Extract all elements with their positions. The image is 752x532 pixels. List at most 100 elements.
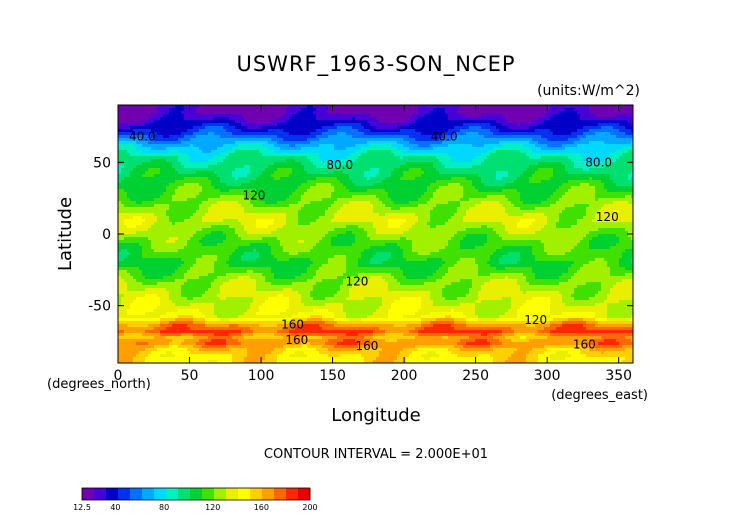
field-cell-3771 (595, 168, 599, 172)
field-cell-64 (310, 105, 314, 109)
field-cell-1321 (469, 126, 473, 130)
field-cell-3199 (427, 159, 431, 163)
field-cell-70 (328, 105, 332, 109)
field-cell-507 (607, 111, 611, 115)
field-cell-4654 (148, 186, 152, 190)
field-cell-2653 (337, 150, 341, 154)
field-cell-4714 (328, 186, 332, 190)
field-cell-617 (421, 114, 425, 118)
field-cell-4963 (559, 189, 563, 193)
field-cell-54 (280, 105, 284, 109)
field-cell-4920 (430, 189, 434, 193)
field-cell-4074 (472, 174, 476, 178)
field-cell-937 (349, 120, 353, 124)
field-cell-2223 (595, 141, 599, 145)
field-cell-448 (430, 111, 434, 115)
field-cell-4055 (415, 174, 419, 178)
field-cell-2398 (604, 144, 608, 148)
field-cell-2232 (622, 141, 626, 145)
field-cell-862 (124, 120, 128, 124)
field-cell-3335 (319, 162, 323, 166)
field-cell-4402 (424, 180, 428, 184)
field-cell-3357 (385, 162, 389, 166)
field-cell-1191 (595, 123, 599, 127)
field-cell-3515 (343, 165, 347, 169)
field-cell-4414 (460, 180, 464, 184)
field-cell-494 (568, 111, 572, 115)
field-cell-331 (595, 108, 599, 112)
field-cell-3615 (127, 168, 131, 172)
field-cell-2764 (154, 153, 158, 157)
field-cell-2685 (433, 150, 437, 154)
field-cell-2007 (463, 138, 467, 142)
field-cell-1188 (586, 123, 590, 127)
field-cell-3629 (169, 168, 173, 172)
field-cell-3070 (556, 156, 560, 160)
field-cell-3422 (580, 162, 584, 166)
field-cell-2857 (433, 153, 437, 157)
field-cell-4233 (433, 177, 437, 181)
field-cell-868 (142, 120, 146, 124)
field-cell-4850 (220, 189, 224, 193)
field-cell-4513 (241, 183, 245, 187)
field-cell-1953 (301, 138, 305, 142)
field-cell-1568 (178, 132, 182, 136)
field-cell-4238 (448, 177, 452, 181)
field-cell-675 (595, 114, 599, 118)
field-cell-3377 (445, 162, 449, 166)
field-cell-2495 (379, 147, 383, 151)
field-cell-4286 (592, 177, 596, 181)
field-cell-2804 (274, 153, 278, 157)
field-cell-4281 (577, 177, 581, 181)
field-cell-3564 (490, 165, 494, 169)
field-cell-454 (448, 111, 452, 115)
field-cell-145 (553, 105, 557, 109)
field-cell-788 (418, 117, 422, 121)
field-cell-1412 (226, 129, 230, 133)
field-cell-1495 (475, 129, 479, 133)
field-cell-2783 (211, 153, 215, 157)
field-cell-3989 (217, 174, 221, 178)
field-cell-1164 (514, 123, 518, 127)
field-cell-3872 (382, 171, 386, 175)
field-cell-895 (223, 120, 227, 124)
field-cell-609 (397, 114, 401, 118)
field-cell-3991 (223, 174, 227, 178)
field-cell-129 (505, 105, 509, 109)
field-cell-1989 (409, 138, 413, 142)
field-cell-1024 (610, 120, 614, 124)
field-cell-4672 (202, 186, 206, 190)
field-cell-2958 (220, 156, 224, 160)
field-cell-3888 (430, 171, 434, 175)
field-cell-1509 (517, 129, 521, 133)
field-cell-2639 (295, 150, 299, 154)
field-cell-55 (283, 105, 287, 109)
field-cell-3739 (499, 168, 503, 172)
field-cell-2280 (250, 144, 254, 148)
field-cell-1674 (496, 132, 500, 136)
field-cell-1848 (502, 135, 506, 139)
field-cell-2974 (268, 156, 272, 160)
field-cell-3225 (505, 159, 509, 163)
field-cell-2799 (259, 153, 263, 157)
field-cell-1894 (124, 138, 128, 142)
field-cell-1512 (526, 129, 530, 133)
field-cell-1729 (145, 135, 149, 139)
field-cell-3504 (310, 165, 314, 169)
field-cell-1973 (361, 138, 365, 142)
field-cell-3161 (313, 159, 317, 163)
field-cell-3593 (577, 165, 581, 169)
field-cell-2376 (538, 144, 542, 148)
field-cell-3030 (436, 156, 440, 160)
field-cell-1361 (589, 126, 593, 130)
field-cell-307 (523, 108, 527, 112)
field-cell-1583 (223, 132, 227, 136)
field-cell-2910 (592, 153, 596, 157)
field-cell-4375 (343, 180, 347, 184)
field-cell-169 (625, 105, 629, 109)
field-cell-2676 (406, 150, 410, 154)
field-cell-1308 (430, 126, 434, 130)
field-cell-275 (427, 108, 431, 112)
field-cell-1379 (127, 129, 131, 133)
field-cell-182 (148, 108, 152, 112)
